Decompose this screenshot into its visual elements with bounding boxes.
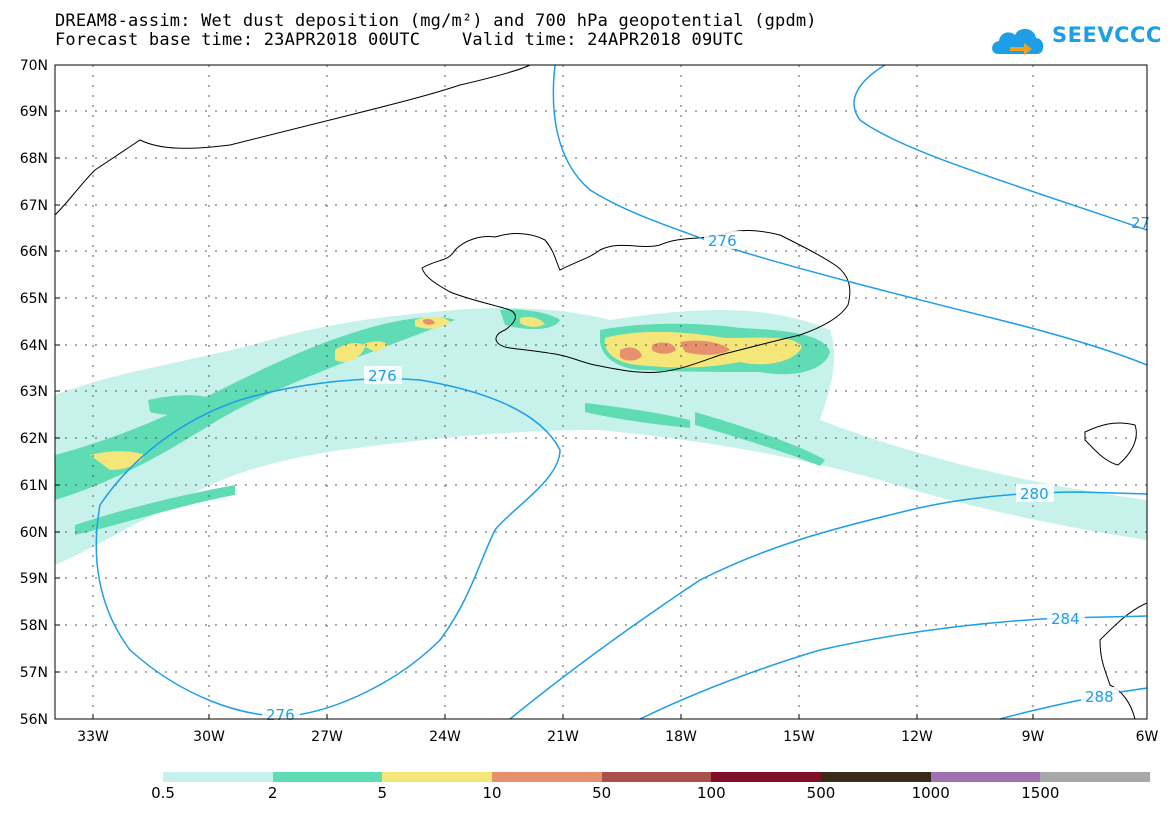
dust-deposition-fill (55, 308, 1147, 565)
lat-label: 59N (20, 571, 48, 587)
legend-swatch (272, 772, 383, 782)
latitude-labels: 70N 69N 68N 67N 66N 65N 64N 63N 62N 61N … (20, 58, 48, 728)
legend-swatch (1040, 772, 1151, 782)
legend-label: 2 (267, 784, 278, 802)
contour-label: 27 (1131, 214, 1150, 232)
cloud-icon (992, 28, 1044, 55)
legend-label: 1500 (1021, 784, 1060, 802)
legend-label: 0.5 (151, 784, 175, 802)
lat-label: 61N (20, 478, 48, 494)
lon-label: 18W (665, 729, 697, 745)
contour-label: 288 (1085, 688, 1114, 706)
color-legend (163, 772, 1151, 782)
legend-swatch (711, 772, 822, 782)
contour-label: 284 (1051, 610, 1080, 628)
tick-marks (55, 110, 1034, 719)
legend-swatch (163, 772, 273, 782)
lon-label: 27W (311, 729, 343, 745)
legend-swatch (821, 772, 931, 782)
lon-label: 30W (193, 729, 225, 745)
legend-label: 1000 (911, 784, 950, 802)
legend-label: 50 (592, 784, 612, 802)
lat-label: 58N (20, 618, 48, 634)
legend-swatch (601, 772, 712, 782)
lat-label: 63N (20, 384, 48, 400)
legend-label: 500 (806, 784, 836, 802)
contour-label: 276 (368, 367, 397, 385)
lat-label: 67N (20, 198, 48, 214)
lon-label: 9W (1022, 729, 1045, 745)
legend-swatch (382, 772, 493, 782)
lat-label: 66N (20, 244, 48, 260)
lat-label: 62N (20, 431, 48, 447)
lon-label: 12W (901, 729, 933, 745)
logo-text: SEEVCCC (1052, 23, 1162, 47)
map-subtitle: Forecast base time: 23APR2018 00UTC Vali… (55, 30, 744, 50)
contour-label: 276 (266, 706, 295, 724)
lat-label: 60N (20, 525, 48, 541)
legend-label: 5 (377, 784, 388, 802)
lat-label: 64N (20, 338, 48, 354)
lon-label: 6W (1136, 729, 1159, 745)
lon-label: 21W (547, 729, 579, 745)
lat-label: 56N (20, 712, 48, 728)
legend-label: 100 (697, 784, 726, 802)
lat-label: 69N (20, 104, 48, 120)
lat-label: 68N (20, 151, 48, 167)
contour-labels: 276 276 276 280 284 288 27 (262, 214, 1150, 724)
lat-label: 57N (20, 665, 48, 681)
longitude-labels: 33W 30W 27W 24W 21W 18W 15W 12W 9W 6W (77, 729, 1158, 745)
map-title: DREAM8-assim: Wet dust deposition (mg/m²… (55, 11, 817, 31)
contour-label: 276 (708, 232, 737, 250)
lat-label: 70N (20, 58, 48, 74)
lon-label: 24W (429, 729, 461, 745)
legend-swatch (492, 772, 602, 782)
lon-label: 15W (783, 729, 815, 745)
lat-label: 65N (20, 291, 48, 307)
contour-label: 280 (1020, 485, 1049, 503)
geopotential-contours (95, 64, 1148, 720)
legend-swatch (930, 772, 1041, 782)
lon-label: 33W (77, 729, 109, 745)
legend-label: 10 (482, 784, 502, 802)
